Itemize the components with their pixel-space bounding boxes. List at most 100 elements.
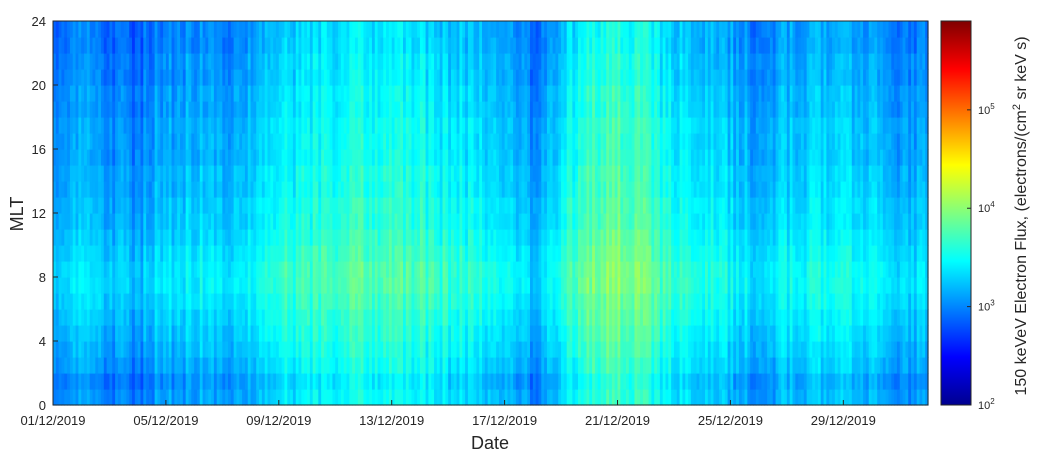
heatmap-cell	[445, 309, 449, 326]
heatmap-cell	[456, 341, 461, 358]
heatmap-cell	[473, 357, 477, 374]
heatmap-cell	[312, 245, 317, 262]
heatmap-cell	[366, 149, 370, 166]
heatmap-cell	[188, 37, 192, 54]
heatmap-cell	[623, 117, 627, 134]
heatmap-cell	[264, 165, 269, 182]
heatmap-cell	[98, 341, 102, 358]
heatmap-cell	[357, 277, 362, 294]
heatmap-cell	[383, 21, 387, 38]
heatmap-cell	[213, 53, 218, 70]
heatmap-cell	[323, 133, 328, 150]
heatmap-cell	[360, 229, 365, 246]
heatmap-cell	[247, 165, 252, 182]
heatmap-cell	[191, 53, 195, 70]
heatmap-cell	[287, 293, 291, 310]
heatmap-cell	[436, 213, 441, 230]
heatmap-cell	[620, 277, 624, 294]
heatmap-cell	[546, 85, 551, 102]
heatmap-cell	[549, 341, 554, 358]
heatmap-cell	[634, 373, 638, 390]
heatmap-cell	[298, 277, 302, 294]
heatmap-cell	[148, 69, 153, 86]
heatmap-cell	[188, 181, 192, 198]
heatmap-cell	[467, 53, 472, 70]
heatmap-cell	[496, 277, 500, 294]
heatmap-cell	[140, 149, 144, 166]
heatmap-cell	[165, 197, 170, 214]
heatmap-cell	[75, 53, 79, 70]
heatmap-cell	[148, 229, 153, 246]
heatmap-cell	[552, 21, 557, 38]
heatmap-cell	[400, 357, 404, 374]
heatmap-cell	[318, 197, 322, 214]
heatmap-cell	[442, 341, 446, 358]
heatmap-cell	[487, 197, 492, 214]
heatmap-cell	[391, 245, 396, 262]
heatmap-cell	[620, 165, 624, 182]
heatmap-cell	[459, 341, 463, 358]
heatmap-cell	[397, 117, 401, 134]
heatmap-cell	[295, 213, 300, 230]
heatmap-cell	[538, 181, 542, 198]
heatmap-cell	[586, 117, 590, 134]
heatmap-cell	[292, 325, 297, 342]
heatmap-cell	[72, 245, 77, 262]
heatmap-cell	[589, 21, 593, 38]
heatmap-cell	[55, 53, 60, 70]
heatmap-cell	[230, 101, 235, 118]
heatmap-cell	[597, 357, 602, 374]
heatmap-cell	[55, 293, 60, 310]
heatmap-cell	[583, 261, 588, 278]
heatmap-cell	[55, 229, 60, 246]
heatmap-cell	[58, 309, 63, 326]
heatmap-cell	[312, 277, 317, 294]
heatmap-cell	[163, 325, 167, 342]
heatmap-cell	[439, 325, 444, 342]
heatmap-cell	[532, 69, 537, 86]
heatmap-cell	[400, 21, 404, 38]
heatmap-cell	[188, 101, 192, 118]
heatmap-cell	[129, 373, 133, 390]
heatmap-cell	[524, 197, 528, 214]
heatmap-cell	[414, 85, 418, 102]
heatmap-cell	[439, 133, 444, 150]
heatmap-cell	[391, 373, 396, 390]
heatmap-cell	[67, 309, 71, 326]
heatmap-cell	[425, 149, 429, 166]
heatmap-cell	[513, 133, 517, 150]
heatmap-cell	[360, 133, 365, 150]
heatmap-cell	[462, 261, 466, 278]
heatmap-cell	[552, 53, 557, 70]
heatmap-cell	[631, 293, 636, 310]
heatmap-cell	[160, 389, 164, 406]
heatmap-cell	[620, 325, 624, 342]
heatmap-cell	[589, 341, 593, 358]
heatmap-cell	[109, 85, 113, 102]
heatmap-cell	[84, 149, 88, 166]
heatmap-cell	[434, 341, 438, 358]
heatmap-cell	[580, 245, 585, 262]
heatmap-cell	[304, 53, 308, 70]
heatmap-cell	[507, 293, 511, 310]
heatmap-cell	[549, 101, 554, 118]
heatmap-cell	[174, 213, 178, 230]
heatmap-cell	[315, 101, 319, 118]
heatmap-cell	[408, 325, 413, 342]
heatmap-cell	[386, 117, 390, 134]
heatmap-cell	[386, 133, 390, 150]
heatmap-cell	[55, 325, 60, 342]
heatmap-cell	[64, 341, 68, 358]
heatmap-cell	[81, 277, 85, 294]
heatmap-cell	[290, 357, 294, 374]
heatmap-cell	[346, 341, 350, 358]
heatmap-cell	[281, 261, 286, 278]
heatmap-cell	[270, 149, 274, 166]
heatmap-cell	[388, 213, 393, 230]
heatmap-cell	[103, 245, 108, 262]
heatmap-cell	[171, 309, 175, 326]
heatmap-cell	[555, 181, 559, 198]
heatmap-cell	[98, 309, 102, 326]
heatmap-cell	[391, 69, 396, 86]
heatmap-cell	[132, 389, 136, 406]
